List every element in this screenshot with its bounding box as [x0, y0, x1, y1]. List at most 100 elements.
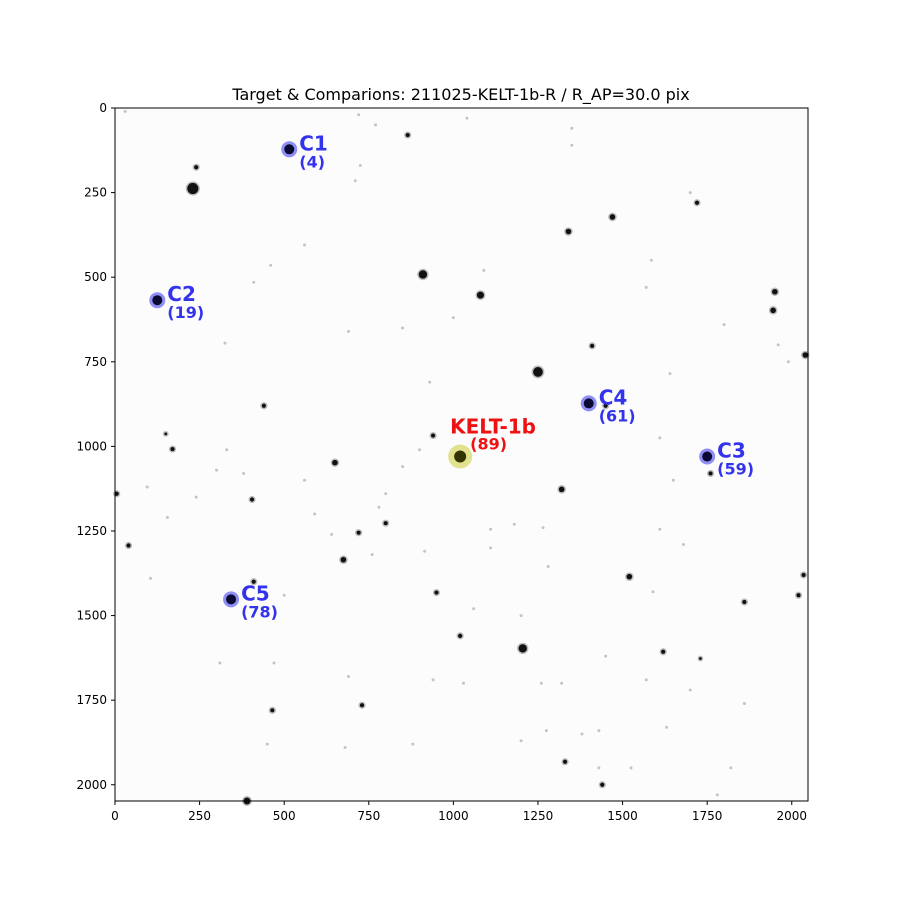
- field-star: [340, 556, 347, 563]
- target-id: (89): [470, 435, 507, 454]
- faint-star: [570, 143, 574, 147]
- faint-star: [715, 793, 719, 797]
- faint-star: [223, 341, 227, 345]
- x-tick-label: 500: [273, 809, 296, 823]
- x-tick-label: 250: [188, 809, 211, 823]
- faint-star: [330, 532, 334, 536]
- faint-star: [742, 702, 746, 706]
- faint-star: [519, 614, 523, 618]
- faint-star: [512, 522, 516, 526]
- field-star: [590, 343, 595, 348]
- faint-star: [346, 329, 350, 333]
- faint-star: [431, 678, 435, 682]
- y-tick-label: 250: [84, 186, 107, 200]
- faint-star: [604, 654, 608, 658]
- x-tick-label: 1500: [607, 809, 638, 823]
- field-star: [518, 644, 527, 653]
- field-star: [609, 214, 616, 220]
- field-star: [565, 228, 572, 235]
- faint-star: [272, 661, 276, 665]
- faint-star: [215, 468, 219, 472]
- faint-star: [225, 448, 229, 452]
- field-star: [356, 530, 361, 535]
- faint-star: [194, 495, 198, 499]
- faint-star: [651, 590, 655, 594]
- x-tick-label: 1250: [523, 809, 554, 823]
- faint-star: [658, 436, 662, 440]
- field-star: [418, 270, 428, 279]
- y-axis: 0 250 500 750 1000 1250 1500 1750 2000: [76, 101, 115, 792]
- faint-stars: [123, 109, 790, 797]
- y-tick-label: 1750: [76, 693, 107, 707]
- x-axis: 0 250 500 750 1000 1250 1500 1750 2000: [111, 801, 807, 823]
- faint-star: [252, 280, 256, 284]
- comparison-id: (61): [599, 406, 636, 425]
- faint-star: [282, 593, 286, 597]
- faint-star: [546, 565, 550, 569]
- comparison-star: [226, 594, 237, 605]
- faint-star: [629, 766, 633, 770]
- field-star: [562, 759, 568, 764]
- field-star: [558, 486, 565, 493]
- faint-star: [722, 323, 726, 327]
- faint-star: [644, 285, 648, 289]
- x-tick-label: 0: [111, 809, 119, 823]
- field-star: [114, 491, 119, 496]
- faint-star: [353, 179, 357, 183]
- faint-star: [671, 478, 675, 482]
- faint-star: [489, 527, 493, 531]
- field-star: [383, 521, 388, 526]
- field-star: [261, 403, 266, 408]
- field-star: [772, 288, 778, 295]
- field-star: [170, 446, 175, 452]
- x-tick-label: 1750: [692, 809, 723, 823]
- field-star: [476, 291, 484, 299]
- faint-star: [165, 515, 169, 519]
- faint-star: [688, 688, 692, 692]
- field-star: [332, 459, 338, 466]
- field-star: [251, 579, 256, 584]
- comparison-star: [583, 398, 594, 409]
- faint-star: [265, 742, 269, 746]
- faint-star: [401, 326, 405, 330]
- field-star: [359, 703, 365, 708]
- faint-star: [418, 448, 422, 452]
- field-star: [708, 471, 713, 476]
- field-star: [603, 403, 608, 408]
- comparison-id: (4): [299, 152, 325, 171]
- comparison-id: (59): [717, 460, 754, 479]
- comparison-label: C4: [599, 385, 628, 409]
- faint-star: [401, 465, 405, 469]
- field-star: [742, 599, 747, 605]
- comparison-label: C3: [717, 439, 746, 463]
- faint-star: [302, 243, 306, 247]
- plot-frame: [114, 107, 809, 802]
- comparison-id: (78): [241, 602, 278, 621]
- star-labels: KELT-1b(89) C1(4) C2(19) C3(59) C4(61) C5(78): [167, 131, 754, 621]
- faint-star: [428, 380, 432, 384]
- comparison-id: (19): [167, 303, 204, 322]
- faint-star: [541, 526, 545, 530]
- field-star: [187, 182, 199, 195]
- faint-star: [465, 116, 469, 120]
- comparison-label: C1: [299, 131, 328, 155]
- field-star: [796, 593, 801, 598]
- comparison-label: C2: [167, 282, 196, 306]
- faint-star: [384, 492, 388, 496]
- field-star: [694, 200, 700, 205]
- faint-star: [729, 766, 733, 770]
- field-star: [194, 165, 199, 170]
- faint-star: [668, 372, 672, 376]
- faint-star: [218, 661, 222, 665]
- faint-star: [597, 729, 601, 733]
- field-star: [533, 367, 543, 377]
- chart-title: Target & Comparions: 211025-KELT-1b-R / …: [231, 85, 689, 105]
- field-star: [698, 657, 702, 660]
- comparison-star: [152, 295, 163, 306]
- faint-star: [423, 549, 427, 553]
- field-star: [270, 708, 275, 713]
- faint-star: [123, 109, 127, 113]
- faint-star: [597, 766, 601, 770]
- field-star: [430, 433, 436, 438]
